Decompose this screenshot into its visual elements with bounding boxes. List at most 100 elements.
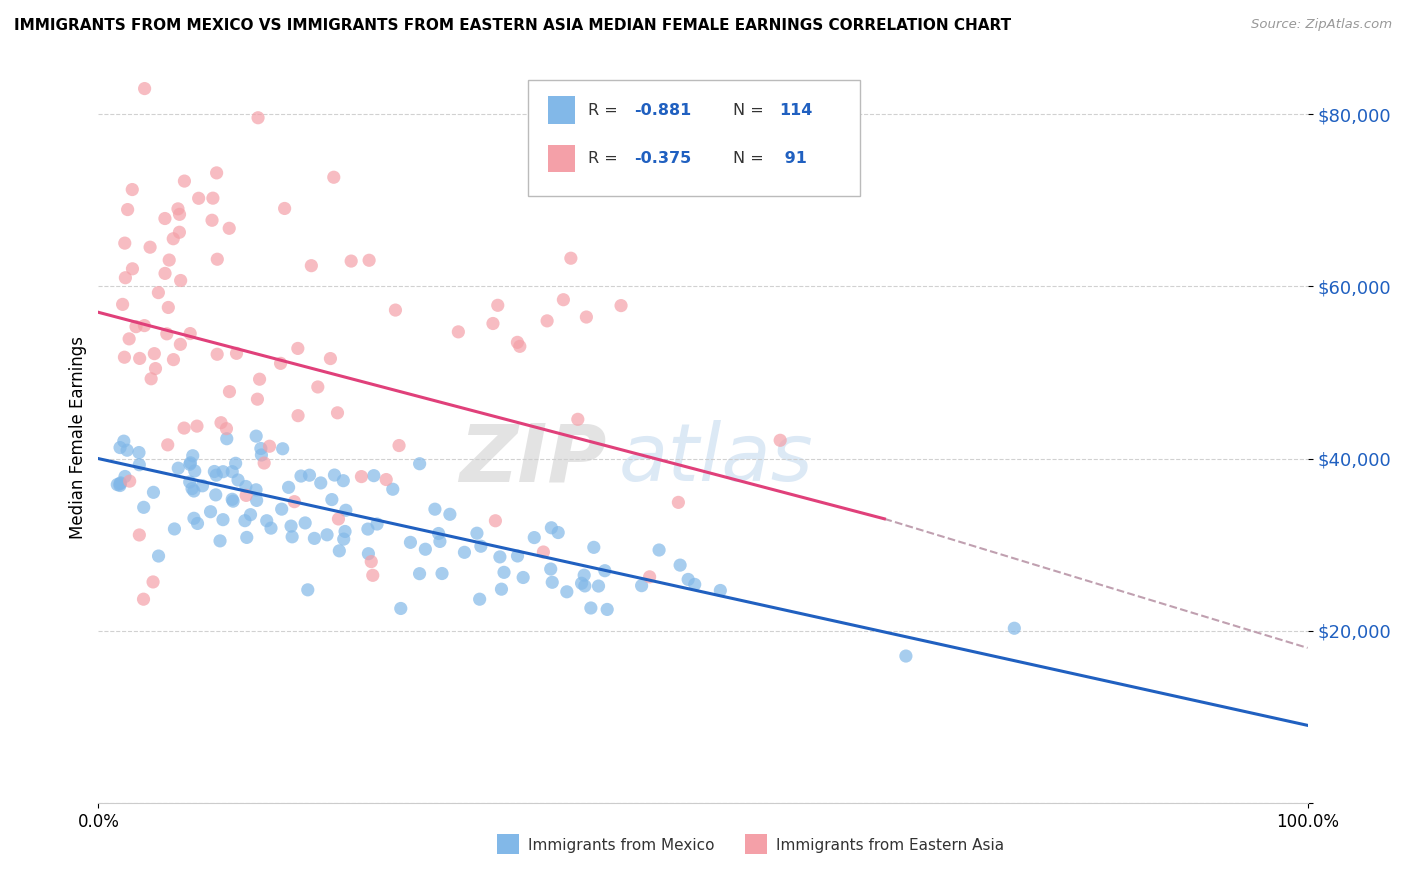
Point [233,514,256,528]
Point [157,253,180,268]
Point [415,542,437,557]
Text: ZIP: ZIP [458,420,606,498]
Point [186,516,208,531]
Bar [548,96,575,124]
Point [181,482,204,496]
Point [316,528,339,542]
Point [547,525,569,540]
Point [108,441,131,455]
Point [148,549,170,563]
Point [117,202,139,217]
Point [468,592,491,607]
Text: Source: ZipAtlas.com: Source: ZipAtlas.com [1251,18,1392,31]
Y-axis label: Median Female Earnings: Median Female Earnings [69,335,87,539]
Point [204,488,226,502]
Point [201,213,224,227]
Point [366,516,388,531]
Point [357,522,380,536]
Point [328,544,350,558]
Point [321,492,343,507]
Point [183,511,205,525]
Point [350,469,373,483]
Point [492,566,515,580]
Point [128,528,150,542]
Text: R =: R = [588,103,623,118]
Point [769,434,792,448]
Point [408,566,430,581]
Point [641,166,664,180]
Point [453,545,475,559]
Point [894,648,917,663]
Point [108,478,131,492]
Point [381,482,404,496]
Point [512,570,534,584]
Point [148,285,170,300]
Point [225,456,247,470]
Point [134,81,156,95]
Point [447,325,470,339]
Point [328,512,350,526]
Point [323,468,346,483]
Point [332,532,354,546]
Point [574,579,596,593]
Point [235,488,257,502]
Point [541,575,564,590]
Point [486,298,509,312]
Point [290,469,312,483]
Point [208,533,231,548]
Point [121,261,143,276]
Point [256,514,278,528]
Point [128,445,150,459]
Point [145,361,167,376]
Point [610,299,633,313]
Point [423,502,446,516]
Point [333,524,356,539]
Point [108,476,131,491]
Point [205,166,228,180]
Point [156,438,179,452]
Point [506,549,529,563]
Point [118,474,141,488]
Text: 114: 114 [779,103,813,118]
Point [260,521,283,535]
Point [202,465,225,479]
Text: atlas: atlas [619,420,813,498]
Point [357,547,380,561]
Point [247,111,270,125]
Point [531,545,554,559]
Point [375,473,398,487]
Point [245,483,267,497]
Point [363,468,385,483]
Point [384,303,406,318]
Point [218,221,240,235]
Point [114,270,136,285]
Point [179,458,201,472]
Point [359,253,381,268]
Point [163,522,186,536]
Point [294,516,316,530]
Text: IMMIGRANTS FROM MEXICO VS IMMIGRANTS FROM EASTERN ASIA MEDIAN FEMALE EARNINGS CO: IMMIGRANTS FROM MEXICO VS IMMIGRANTS FRO… [14,18,1011,33]
Point [246,493,269,508]
Point [484,514,506,528]
Point [235,479,257,493]
Point [239,508,262,522]
Point [218,384,240,399]
Point [173,174,195,188]
Point [121,182,143,196]
Point [153,266,176,280]
Point [389,601,412,615]
Point [283,494,305,508]
Point [225,346,247,360]
Point [246,392,269,407]
Point [173,421,195,435]
Point [553,293,575,307]
FancyBboxPatch shape [527,80,860,195]
Point [270,356,292,370]
Point [470,539,492,553]
Point [215,422,238,436]
Point [304,532,326,546]
Point [399,535,422,549]
Point [270,502,292,516]
Point [167,461,190,475]
Point [169,207,191,221]
